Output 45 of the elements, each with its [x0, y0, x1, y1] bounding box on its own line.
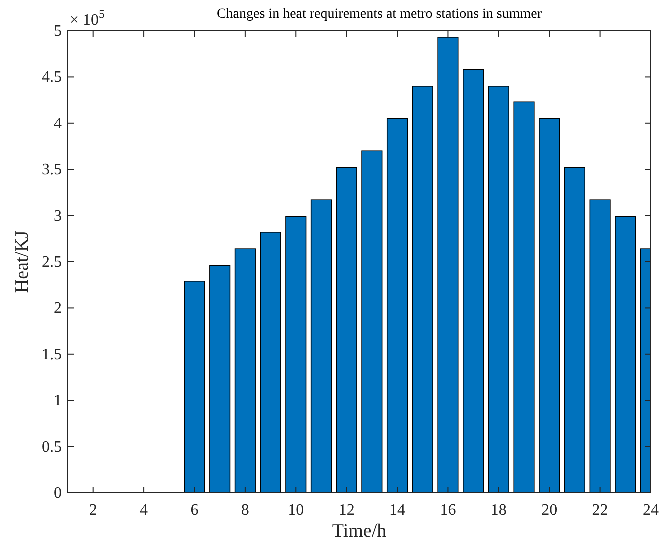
y-tick-label: 2	[54, 300, 62, 318]
x-tick-label: 4	[140, 502, 148, 519]
y-tick-label: 2.5	[42, 254, 62, 271]
y-tick-label: 1	[54, 392, 62, 410]
bar	[260, 232, 282, 493]
y-tick-label: 3.5	[42, 162, 62, 179]
y-tick-label: 0	[54, 485, 62, 502]
x-tick-label: 8	[241, 502, 250, 519]
x-tick-label: 24	[643, 502, 659, 519]
x-tick-label: 12	[338, 502, 355, 519]
y-tick-label: 4.5	[42, 69, 62, 86]
bar	[386, 118, 408, 493]
bar	[564, 167, 586, 493]
x-tick-label: 2	[89, 502, 98, 519]
bar	[463, 69, 484, 493]
chart-title: Changes in heat requirements at metro stations in summer	[216, 7, 542, 22]
x-tick-label: 10	[288, 502, 304, 519]
y-axis-title: Heat/KJ	[12, 230, 33, 294]
x-axis-title: Time/h	[332, 521, 388, 542]
bar	[539, 118, 560, 493]
y-tick-label: 0.5	[42, 438, 62, 456]
y-tick-label: 5	[54, 23, 62, 40]
bar	[310, 200, 332, 493]
y-tick-label: 1.5	[42, 346, 62, 364]
bar	[184, 281, 206, 493]
x-tick-label: 6	[190, 502, 199, 519]
y-tick-label: 4	[54, 115, 62, 132]
bar	[590, 200, 611, 493]
bar	[615, 216, 636, 493]
y-tick-label: 3	[54, 208, 62, 225]
bar	[438, 37, 459, 493]
text: × 10$^{5}$	[70, 7, 106, 29]
bar	[514, 102, 535, 493]
bar	[234, 248, 256, 493]
x-tick-label: 18	[490, 502, 507, 519]
bar	[210, 265, 231, 493]
bar	[336, 167, 358, 493]
x-tick-label: 16	[440, 502, 456, 519]
bar	[362, 150, 383, 493]
x-tick-label: 22	[592, 502, 608, 519]
x-tick-label: 14	[390, 502, 406, 519]
bar	[488, 86, 510, 493]
x-tick-label: 20	[542, 502, 558, 519]
bar	[286, 216, 307, 493]
bar	[412, 86, 434, 493]
